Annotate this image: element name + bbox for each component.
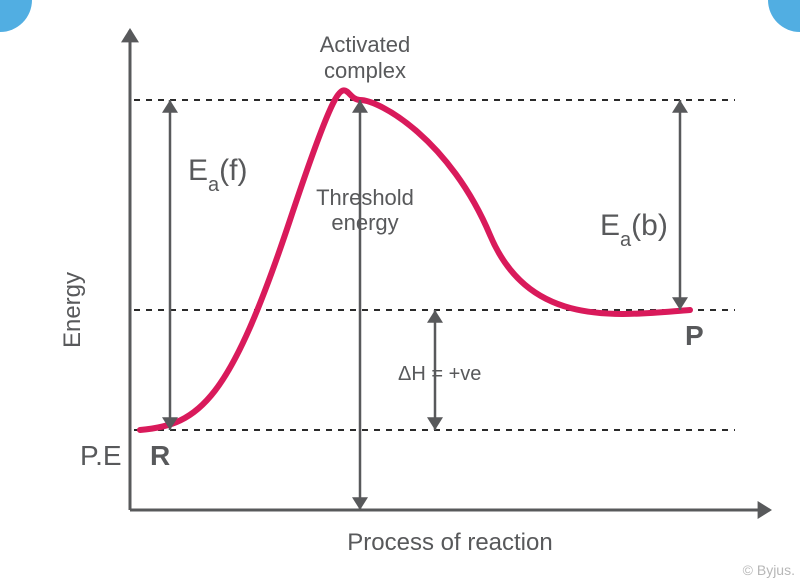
arrowhead [427, 310, 443, 323]
ea-f-label: Ea(f) [188, 154, 247, 196]
arrowhead [352, 497, 368, 510]
pe-label: P.E [80, 440, 122, 471]
product-point-label: P [685, 320, 704, 351]
arrowhead [758, 501, 772, 519]
reactant-point-label: R [150, 440, 170, 471]
copyright-label: © Byjus. [743, 562, 795, 578]
x-axis-label: Process of reaction [347, 529, 552, 556]
threshold-label: energy [331, 210, 398, 235]
y-axis-label: Energy [59, 272, 86, 348]
delta-h-label: ΔH = +ve [398, 363, 481, 385]
ea-b-label: Ea(b) [600, 209, 668, 251]
arrowhead [162, 100, 178, 113]
threshold-label: Threshold [316, 185, 414, 210]
activated-complex-label: Activated [320, 32, 411, 57]
corner-accent [768, 0, 800, 32]
arrowhead [672, 100, 688, 113]
arrowhead [121, 28, 139, 42]
energy-diagram: Process of reaction Energy Activatedcomple… [0, 0, 800, 581]
activated-complex-label: complex [324, 58, 406, 83]
arrowhead [427, 417, 443, 430]
corner-accent [0, 0, 32, 32]
